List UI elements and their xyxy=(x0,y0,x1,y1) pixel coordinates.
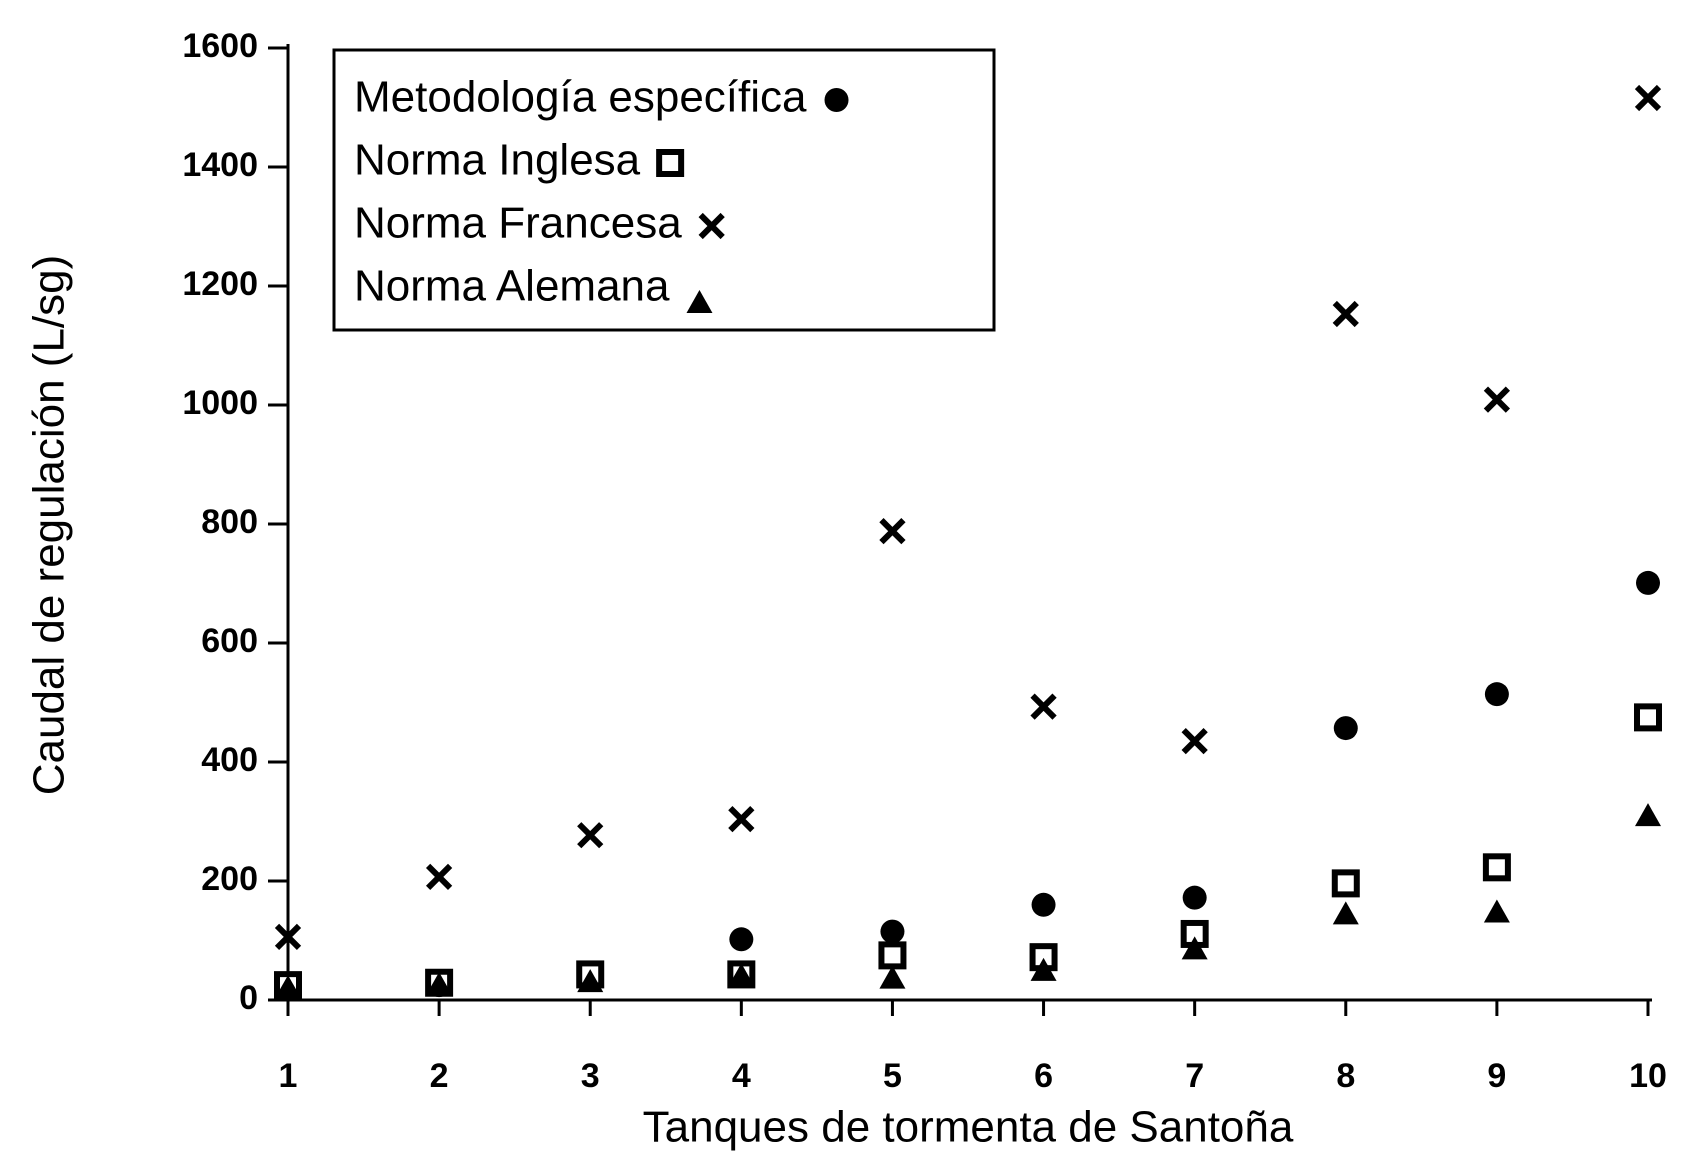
marker-shape xyxy=(1331,869,1360,898)
marker-shape xyxy=(728,805,755,833)
x-tick-label: 1 xyxy=(279,1057,298,1095)
marker xyxy=(878,941,907,970)
marker-shape xyxy=(1634,84,1662,112)
marker xyxy=(728,805,755,833)
marker xyxy=(1182,885,1207,910)
legend-label: Metodología específica xyxy=(354,73,807,122)
y-tick-label: 400 xyxy=(201,741,258,779)
y-tick-label: 1200 xyxy=(182,265,258,303)
marker xyxy=(1181,728,1208,755)
x-tick-label: 5 xyxy=(883,1057,902,1095)
marker xyxy=(686,290,713,313)
marker xyxy=(1332,901,1359,925)
marker xyxy=(1181,936,1208,960)
marker-shape xyxy=(1030,693,1057,720)
legend-label: Norma Alemana xyxy=(354,262,670,311)
marker-shape xyxy=(879,518,906,545)
marker-shape xyxy=(1483,899,1510,923)
marker-shape xyxy=(1182,885,1207,910)
marker xyxy=(1031,892,1056,917)
marker-shape xyxy=(686,290,713,313)
marker-shape xyxy=(1181,728,1208,755)
y-tick-label: 0 xyxy=(239,979,258,1017)
marker-shape xyxy=(880,919,905,944)
marker xyxy=(879,518,906,545)
marker xyxy=(1636,570,1660,595)
marker-shape xyxy=(1636,570,1660,595)
x-tick-label: 7 xyxy=(1185,1057,1204,1095)
marker xyxy=(1483,386,1511,413)
x-axis-label: Tanques de tormenta de Santoña xyxy=(643,1103,1294,1152)
legend-label: Norma Francesa xyxy=(354,199,682,248)
legend-box xyxy=(332,48,996,332)
marker-shape xyxy=(1484,682,1509,707)
marker-shape xyxy=(1482,853,1511,882)
marker xyxy=(577,969,604,993)
marker-shape xyxy=(1483,386,1511,413)
y-tick-label: 800 xyxy=(201,503,258,541)
marker xyxy=(1634,84,1662,112)
marker xyxy=(274,923,302,951)
marker-shape xyxy=(426,972,453,996)
marker-shape xyxy=(879,965,906,989)
marker-shape xyxy=(656,149,685,177)
marker-shape xyxy=(577,822,604,849)
marker xyxy=(1482,853,1511,882)
y-tick-label: 1400 xyxy=(182,146,258,184)
marker xyxy=(698,212,725,240)
y-tick-label: 1600 xyxy=(182,27,258,65)
marker-shape xyxy=(425,863,453,890)
marker xyxy=(880,919,905,944)
y-tick-label: 1000 xyxy=(182,384,258,422)
legend-label: Norma Inglesa xyxy=(354,136,641,185)
marker xyxy=(577,822,604,849)
x-tick-label: 4 xyxy=(732,1057,751,1095)
marker xyxy=(275,975,301,999)
marker xyxy=(656,149,685,177)
marker-shape xyxy=(878,941,907,970)
marker xyxy=(1333,716,1358,741)
marker xyxy=(1484,682,1509,707)
marker-shape xyxy=(1634,703,1662,732)
marker-shape xyxy=(728,963,755,987)
marker-shape xyxy=(577,969,604,993)
marker xyxy=(729,927,754,952)
y-tick-label: 200 xyxy=(201,860,258,898)
marker xyxy=(1634,703,1662,732)
marker xyxy=(1332,300,1359,328)
marker-shape xyxy=(698,212,725,240)
marker xyxy=(425,863,453,890)
marker xyxy=(824,88,849,112)
marker-shape xyxy=(1333,716,1358,741)
x-tick-label: 9 xyxy=(1487,1057,1506,1095)
marker-shape xyxy=(1332,300,1359,328)
x-tick-label: 2 xyxy=(430,1057,449,1095)
marker xyxy=(1635,803,1661,827)
marker xyxy=(728,963,755,987)
marker xyxy=(426,972,453,996)
x-tick-label: 10 xyxy=(1629,1057,1667,1095)
marker-shape xyxy=(1635,803,1661,827)
marker-shape xyxy=(1332,901,1359,925)
marker xyxy=(1483,899,1510,923)
marker-shape xyxy=(275,975,301,999)
marker xyxy=(1030,957,1057,981)
y-tick-label: 600 xyxy=(201,622,258,660)
marker xyxy=(1331,869,1360,898)
marker-shape xyxy=(1030,957,1057,981)
marker-shape xyxy=(824,88,849,112)
marker xyxy=(1030,693,1057,720)
marker-shape xyxy=(729,927,754,952)
marker-shape xyxy=(274,923,302,951)
x-tick-label: 3 xyxy=(581,1057,600,1095)
y-axis-label: Caudal de regulación (L/sg) xyxy=(25,255,74,796)
marker xyxy=(879,965,906,989)
marker-shape xyxy=(1031,892,1056,917)
marker-shape xyxy=(1181,936,1208,960)
x-tick-label: 8 xyxy=(1336,1057,1355,1095)
x-tick-label: 6 xyxy=(1034,1057,1053,1095)
